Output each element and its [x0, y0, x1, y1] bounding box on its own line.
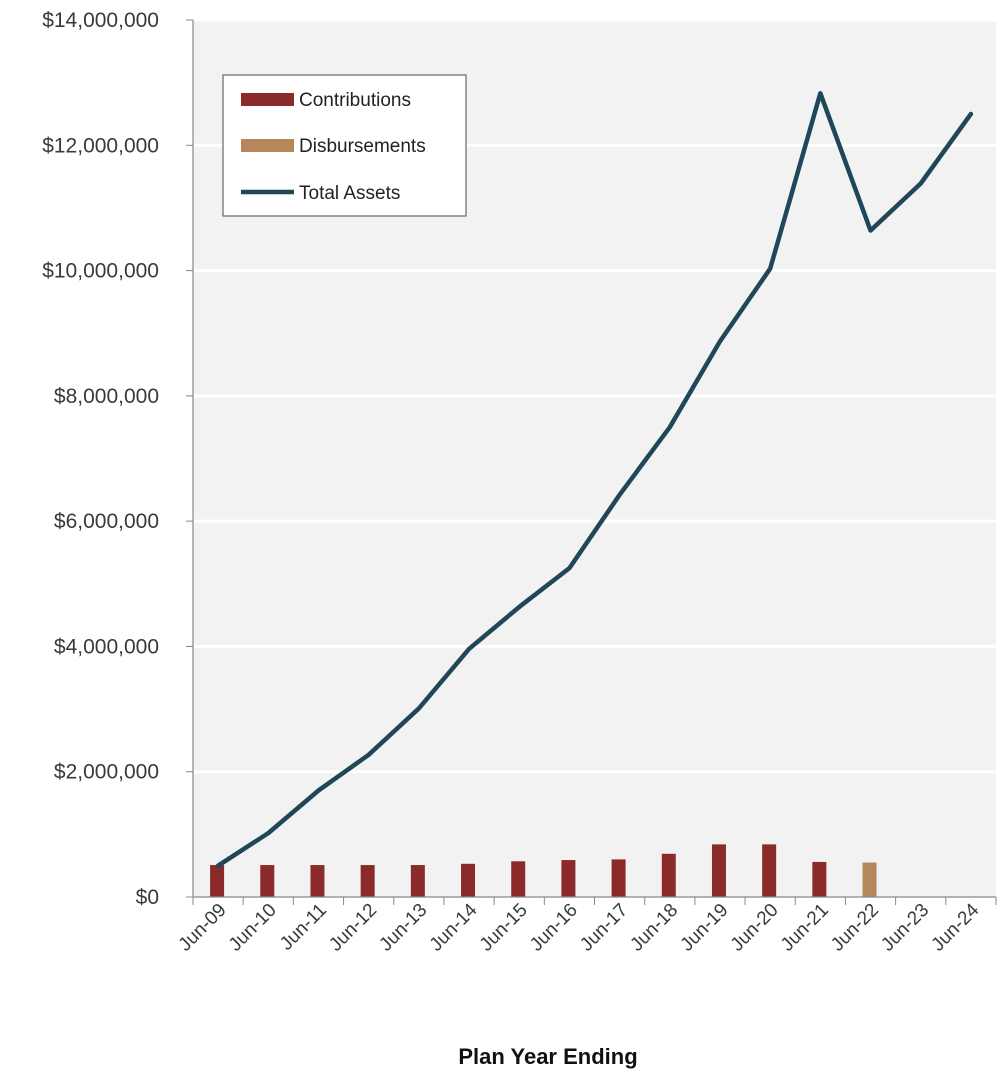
x-tick-label: Jun-20 — [727, 900, 783, 956]
bar-contributions — [711, 844, 726, 897]
bar-disbursements — [862, 862, 877, 897]
x-axis-title: Plan Year Ending — [458, 1044, 637, 1069]
x-tick-label: Jun-19 — [677, 900, 733, 956]
bar-contributions — [360, 865, 375, 897]
bar-contributions — [611, 859, 626, 897]
bar-contributions — [762, 844, 777, 897]
x-tick-label: Jun-09 — [175, 900, 231, 956]
bar-contributions — [260, 865, 275, 897]
x-tick-label: Jun-17 — [576, 900, 632, 956]
line-series — [215, 91, 974, 868]
x-tick-label: Jun-18 — [626, 900, 682, 956]
legend-swatch — [241, 139, 294, 152]
y-tick-label: $6,000,000 — [54, 510, 159, 533]
bar-contributions — [410, 865, 425, 897]
bar-contributions — [310, 865, 325, 897]
x-tick-label: Jun-12 — [325, 900, 381, 956]
x-tick-label: Jun-23 — [877, 900, 933, 956]
bars — [210, 844, 877, 897]
x-tick-label: Jun-11 — [276, 900, 331, 955]
x-tick-label: Jun-13 — [375, 900, 431, 956]
y-tick-label: $10,000,000 — [42, 260, 159, 283]
bar-contributions — [661, 853, 676, 897]
y-tick-label: $12,000,000 — [42, 134, 159, 157]
bar-contributions — [461, 863, 476, 897]
x-tick-label: Jun-24 — [928, 899, 984, 955]
bar-contributions — [511, 861, 526, 897]
bar-contributions — [561, 860, 576, 897]
legend-label: Total Assets — [299, 183, 400, 204]
x-tick-label: Jun-16 — [526, 900, 582, 956]
legend-label: Contributions — [299, 90, 411, 111]
x-tick-label: Jun-22 — [827, 900, 883, 956]
x-tick-label: Jun-10 — [225, 900, 281, 956]
legend-swatch — [241, 93, 294, 106]
bar-contributions — [812, 861, 827, 897]
y-tick-label: $4,000,000 — [54, 635, 159, 658]
y-tick-label: $2,000,000 — [54, 761, 159, 784]
y-tick-label: $0 — [136, 886, 159, 909]
y-tick-label: $14,000,000 — [42, 9, 159, 32]
line-total-assets — [215, 91, 974, 868]
x-tick-label: Jun-21 — [777, 900, 833, 956]
legend-label: Disbursements — [299, 136, 426, 157]
gridlines — [193, 18, 996, 774]
x-tick-label: Jun-14 — [426, 899, 482, 955]
y-tick-label: $8,000,000 — [54, 385, 159, 408]
legend: Contributions Disbursements Total Assets — [222, 74, 467, 217]
bar-contributions — [210, 865, 225, 897]
x-tick-label: Jun-15 — [476, 900, 532, 956]
